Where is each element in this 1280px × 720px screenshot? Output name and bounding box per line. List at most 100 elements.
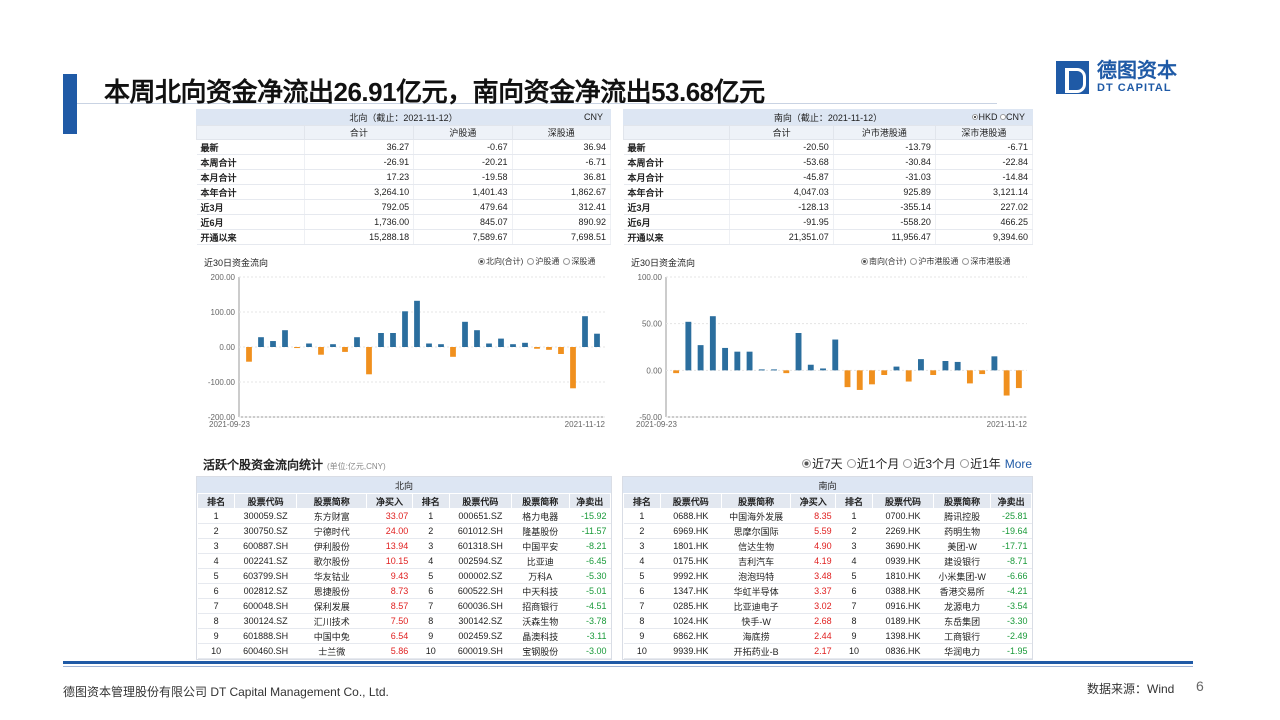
table-row[interactable]: 8 300124.SZ 汇川技术 7.50 8 300142.SZ 沃森生物 -3.78 [197, 613, 611, 629]
bar [510, 344, 516, 347]
table-row[interactable]: 5 603799.SH 华友钴业 9.43 5 000002.SZ 万科A -5.30 [197, 568, 611, 584]
col-header: 净卖出 [990, 493, 1032, 509]
y-tick-label: 0.00 [646, 366, 662, 375]
bar [582, 316, 588, 347]
summary-row: 开通以来 21,351.07 11,956.47 9,394.60 [623, 229, 1034, 245]
table-row[interactable]: 1 0688.HK 中国海外发展 8.35 1 0700.HK 腾讯控股 -25.81 [623, 508, 1032, 524]
footer-source: 数据来源：Wind [1087, 682, 1175, 696]
summary-row: 近6月 1,736.00 845.07 890.92 [196, 214, 612, 230]
table-cell: 2.68 [790, 613, 836, 629]
col-header: 排名 [623, 493, 661, 509]
table-cell: 9939.HK [660, 643, 722, 659]
table-row[interactable]: 8 1024.HK 快手-W 2.68 8 0189.HK 东岳集团 -3.30 [623, 613, 1032, 629]
row-value: 9,394.60 [935, 229, 1034, 245]
bar [722, 347, 729, 371]
south-active-panel: 南向 排名 股票代码 股票简称 净买入 排名 股票代码 股票简称 净卖出 1 0688.HK 中国… [622, 476, 1033, 660]
radio-north-total[interactable]: 北向(合计) [478, 256, 523, 267]
table-row[interactable]: 9 601888.SH 中国中免 6.54 9 002459.SZ 晶澳科技 -3.11 [197, 628, 611, 644]
table-cell: 3.02 [790, 598, 836, 614]
bar [570, 347, 576, 389]
bar [844, 370, 851, 388]
summary-row: 最新 -20.50 -13.79 -6.71 [623, 139, 1034, 155]
period-1m[interactable]: 近1个月 [846, 455, 899, 472]
table-row[interactable]: 6 1347.HK 华虹半导体 3.37 6 0388.HK 香港交易所 -4.21 [623, 583, 1032, 599]
table-cell: 000002.SZ [449, 568, 512, 584]
table-cell: -4.21 [990, 583, 1032, 599]
table-cell: 9.43 [366, 568, 413, 584]
table-cell: 3 [623, 538, 661, 554]
active-section-title: 活跃个股资金流向统计 (单位:亿元,CNY) [203, 458, 386, 472]
table-cell: -25.81 [990, 508, 1032, 524]
summary-row: 最新 36.27 -0.67 36.94 [196, 139, 612, 155]
bar [426, 343, 432, 347]
row-value: 925.89 [833, 184, 936, 200]
south-currency-toggle[interactable]: HKD CNY [972, 112, 1025, 122]
summary-row: 本周合计 -53.68 -30.84 -22.84 [623, 154, 1034, 170]
table-row[interactable]: 5 9992.HK 泡泡玛特 3.48 5 1810.HK 小米集团-W -6.66 [623, 568, 1032, 584]
table-cell: 8 [835, 613, 873, 629]
table-cell: -5.30 [569, 568, 611, 584]
table-cell: -1.95 [990, 643, 1032, 659]
row-value: 3,121.14 [935, 184, 1034, 200]
col-header: 股票简称 [933, 493, 992, 509]
bar [450, 347, 456, 357]
summary-row: 近3月 792.05 479.64 312.41 [196, 199, 612, 215]
table-cell: 1347.HK [660, 583, 722, 599]
period-7d[interactable]: 近7天 [802, 455, 843, 472]
table-cell: 海底捞 [721, 628, 791, 644]
table-row[interactable]: 7 600048.SH 保利发展 8.57 7 600036.SH 招商银行 -4.51 [197, 598, 611, 614]
radio-north-sh[interactable]: 沪股通 [527, 256, 559, 267]
period-1y[interactable]: 近1年 [960, 455, 1001, 472]
bar [709, 316, 716, 371]
radio-south-sz[interactable]: 深市港股通 [962, 256, 1010, 267]
table-row[interactable]: 7 0285.HK 比亚迪电子 3.02 7 0916.HK 龙源电力 -3.54 [623, 598, 1032, 614]
table-cell: 4 [412, 553, 450, 569]
more-link[interactable]: More [1004, 456, 1033, 471]
y-tick-label: -50.00 [639, 413, 662, 422]
radio-south-total[interactable]: 南向(合计) [861, 256, 906, 267]
table-cell: 0700.HK [872, 508, 934, 524]
table-cell: 万科A [511, 568, 570, 584]
north-chart-radios: 北向(合计) 沪股通 深股通 [478, 256, 595, 267]
table-row[interactable]: 4 002241.SZ 歌尔股份 10.15 4 002594.SZ 比亚迪 -6.45 [197, 553, 611, 569]
table-cell: 601012.SH [449, 523, 512, 539]
table-row[interactable]: 2 300750.SZ 宁德时代 24.00 2 601012.SH 隆基股份 -11.57 [197, 523, 611, 539]
table-cell: -6.45 [569, 553, 611, 569]
table-cell: 4.90 [790, 538, 836, 554]
row-value: 3,264.10 [304, 184, 415, 200]
table-cell: 000651.SZ [449, 508, 512, 524]
table-cell: 1810.HK [872, 568, 934, 584]
table-row[interactable]: 1 300059.SZ 东方财富 33.07 1 000651.SZ 格力电器 -15.92 [197, 508, 611, 524]
table-cell: 2 [197, 523, 235, 539]
table-cell: 士兰微 [296, 643, 367, 659]
radio-north-sz[interactable]: 深股通 [563, 256, 595, 267]
table-cell: 8.57 [366, 598, 413, 614]
active-unit: (单位:亿元,CNY) [327, 462, 386, 471]
table-row[interactable]: 6 002812.SZ 恩捷股份 8.73 6 600522.SH 中天科技 -5.01 [197, 583, 611, 599]
table-row[interactable]: 10 600460.SH 士兰微 5.86 10 600019.SH 宝钢股份 -3.00 [197, 643, 611, 659]
table-row[interactable]: 4 0175.HK 吉利汽车 4.19 4 0939.HK 建设银行 -8.71 [623, 553, 1032, 569]
bar [1003, 370, 1010, 396]
row-value: 1,736.00 [304, 214, 415, 230]
table-cell: 5 [197, 568, 235, 584]
row-label: 最新 [623, 139, 731, 155]
table-row[interactable]: 9 6862.HK 海底捞 2.44 9 1398.HK 工商银行 -2.49 [623, 628, 1032, 644]
table-cell: 中国平安 [511, 538, 570, 554]
bar [746, 351, 753, 371]
table-row[interactable]: 3 1801.HK 信达生物 4.90 3 3690.HK 美团-W -17.71 [623, 538, 1032, 554]
table-cell: 002594.SZ [449, 553, 512, 569]
table-cell: -4.51 [569, 598, 611, 614]
table-cell: 1 [412, 508, 450, 524]
table-row[interactable]: 3 600887.SH 伊利股份 13.94 3 601318.SH 中国平安 -8.21 [197, 538, 611, 554]
table-cell: 信达生物 [721, 538, 791, 554]
table-row[interactable]: 10 9939.HK 开拓药业-B 2.17 10 0836.HK 华润电力 -1.95 [623, 643, 1032, 659]
table-cell: 8.35 [790, 508, 836, 524]
table-cell: 7.50 [366, 613, 413, 629]
table-cell: 比亚迪电子 [721, 598, 791, 614]
table-row[interactable]: 2 6969.HK 思摩尔国际 5.59 2 2269.HK 药明生物 -19.64 [623, 523, 1032, 539]
period-3m[interactable]: 近3个月 [903, 455, 956, 472]
radio-south-sh[interactable]: 沪市港股通 [910, 256, 958, 267]
x-end-label: 2021-11-12 [565, 420, 606, 429]
table-cell: 2.44 [790, 628, 836, 644]
table-cell: -3.30 [990, 613, 1032, 629]
